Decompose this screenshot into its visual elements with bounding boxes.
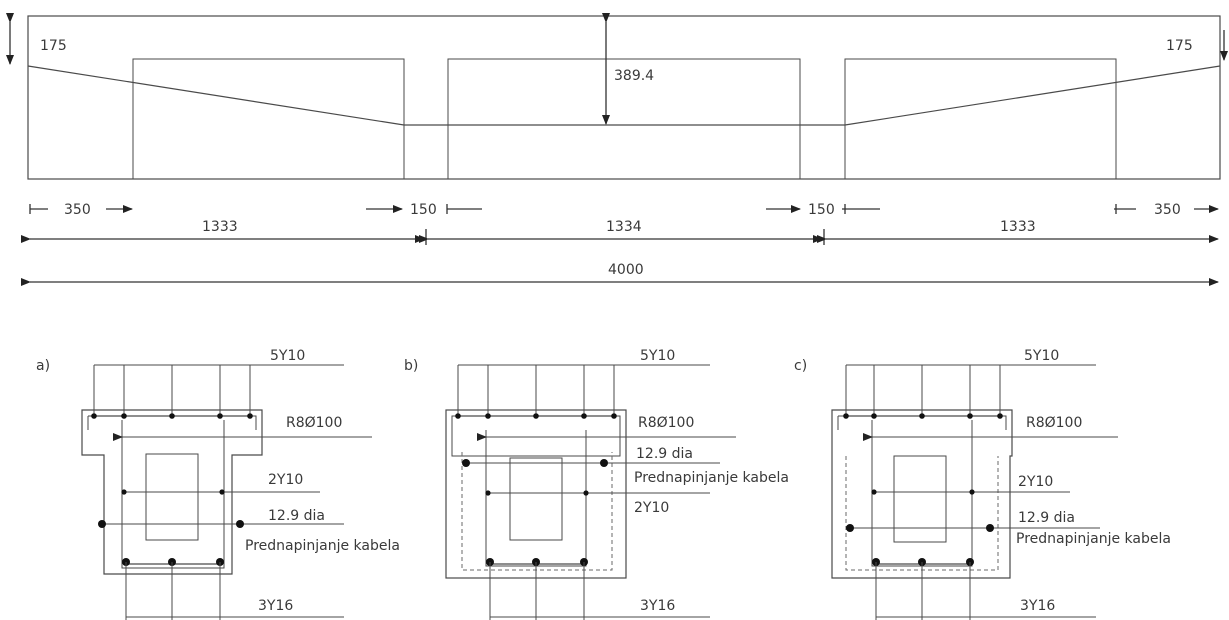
section-a-cable-label: Prednapinjanje kabela: [245, 538, 400, 554]
section-a-side-bars: 2Y10: [268, 472, 303, 488]
rebar-dot: [217, 413, 223, 419]
rebar-dot: [969, 489, 975, 495]
section-b-duct: [509, 457, 563, 541]
section-a-tag: a): [36, 358, 50, 374]
section-b-bottom-bars: 3Y16: [640, 598, 675, 614]
section-c-stirrup: R8Ø100: [1026, 415, 1082, 431]
section-c-cable-size: 12.9 dia: [1018, 510, 1075, 526]
beam-soffit-right: [844, 65, 1221, 126]
rebar-dot: [169, 413, 175, 419]
void-middle: [447, 58, 801, 180]
end-depth-left: 175: [40, 38, 67, 54]
rebar-dot: [871, 413, 877, 419]
rebar-dot: [219, 489, 225, 495]
section-c-outline: [831, 409, 1013, 579]
rebar-dot: [581, 413, 587, 419]
rebar-dot: [455, 413, 461, 419]
section-a-cable-size: 12.9 dia: [268, 508, 325, 524]
rebar-dot: [121, 489, 127, 495]
section-a-outline: [81, 409, 263, 575]
section-b: b) 5Y10 R8Ø100 12.9 dia Prednapinjanje k…: [404, 348, 789, 620]
cable-dot: [846, 524, 854, 532]
dimensions: 350 150 150 350 1333 1334 1333 4000: [21, 202, 1219, 286]
mid-depth: 389.4: [614, 68, 654, 84]
section-c-bottom-bars: 3Y16: [1020, 598, 1055, 614]
section-a: a) 5Y10 R8Ø100 2Y10 12.9 dia Prednapinja: [36, 348, 400, 620]
section-a-duct: [145, 453, 199, 541]
dim-350-right: 350: [1154, 202, 1181, 218]
dim-1334: 1334: [606, 219, 642, 235]
cable-dot: [600, 459, 608, 467]
section-b-top-bars: 5Y10: [640, 348, 675, 364]
section-a-top-bars: 5Y10: [270, 348, 305, 364]
flange-stirrup: [451, 415, 621, 457]
rebar-dot: [485, 490, 491, 496]
section-a-stirrup: R8Ø100: [286, 415, 342, 431]
web-stirrup: [871, 420, 973, 567]
rebar-dot: [91, 413, 97, 419]
web-stirrup: [485, 430, 587, 567]
web-stirrup: [461, 452, 613, 571]
web-stirrup: [845, 456, 999, 571]
dim-150-left: 150: [410, 202, 437, 218]
rebar-dot: [583, 490, 589, 496]
section-b-cable-size: 12.9 dia: [636, 446, 693, 462]
web-stirrup: [121, 420, 225, 569]
section-b-stirrup: R8Ø100: [638, 415, 694, 431]
beam-outline: [27, 15, 1221, 180]
void-left: [132, 58, 405, 180]
rebar-dot: [533, 413, 539, 419]
rebar-dot: [121, 413, 127, 419]
section-c: c) 5Y10 R8Ø100 2Y10 12.9 dia Prednapinja…: [794, 348, 1171, 620]
cable-dot: [98, 520, 106, 528]
rebar-dot: [871, 489, 877, 495]
section-a-bottom-bars: 3Y16: [258, 598, 293, 614]
section-b-side-bars: 2Y10: [634, 500, 669, 516]
dim-150-right: 150: [808, 202, 835, 218]
rebar-dot: [611, 413, 617, 419]
cable-dot: [986, 524, 994, 532]
rebar-dot: [485, 413, 491, 419]
end-depth-right: 175: [1166, 38, 1193, 54]
rebar-dot: [967, 413, 973, 419]
rebar-dot: [843, 413, 849, 419]
rebar-dot: [997, 413, 1003, 419]
cable-dot: [236, 520, 244, 528]
section-b-tag: b): [404, 358, 418, 374]
section-c-tag: c): [794, 358, 807, 374]
section-c-duct: [893, 455, 947, 543]
section-c-side-bars: 2Y10: [1018, 474, 1053, 490]
dim-350-left: 350: [64, 202, 91, 218]
beam-elevation: 175 175 389.4: [6, 13, 1228, 180]
cable-dot: [462, 459, 470, 467]
section-b-outline: [445, 409, 627, 579]
dim-1333-left: 1333: [202, 219, 238, 235]
void-right: [844, 58, 1117, 180]
section-c-cable-label: Prednapinjanje kabela: [1016, 531, 1171, 547]
dim-total: 4000: [608, 262, 644, 278]
beam-soffit-left: [27, 65, 405, 126]
dim-1333-right: 1333: [1000, 219, 1036, 235]
section-c-top-bars: 5Y10: [1024, 348, 1059, 364]
rebar-dot: [247, 413, 253, 419]
section-b-cable-label: Prednapinjanje kabela: [634, 470, 789, 486]
rebar-dot: [919, 413, 925, 419]
